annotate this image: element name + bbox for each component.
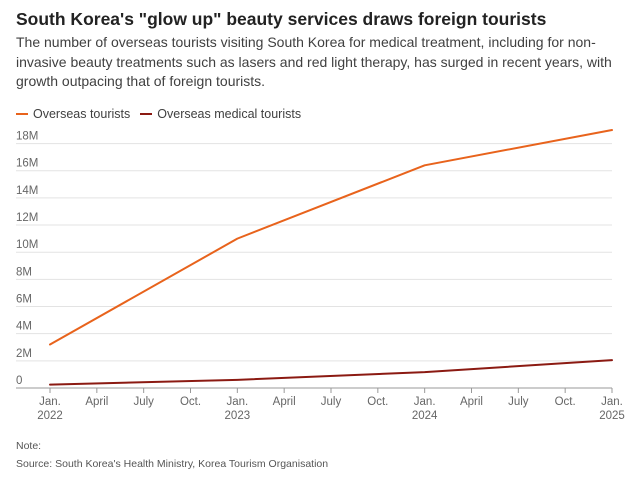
x-tick-label: July — [133, 396, 154, 408]
x-tick-label: Jan. — [226, 396, 248, 408]
x-tick-label: Oct. — [180, 396, 201, 408]
legend-item-overseas-tourists: Overseas tourists — [16, 107, 130, 121]
y-tick-label: 0 — [16, 375, 22, 387]
x-tick-label: April — [273, 396, 296, 408]
legend-label-overseas-medical-tourists: Overseas medical tourists — [157, 107, 302, 121]
x-tick-label: Jan. — [414, 396, 436, 408]
x-tick-label: Oct. — [555, 396, 576, 408]
x-tick-year-label: 2022 — [37, 410, 63, 422]
y-tick-label: 12M — [16, 212, 38, 224]
legend-label-overseas-tourists: Overseas tourists — [33, 107, 131, 121]
x-tick-label: April — [460, 396, 483, 408]
series-line-overseas-medical-tourists — [49, 359, 613, 386]
chart-note: Note: — [16, 440, 42, 452]
y-tick-label: 14M — [16, 185, 38, 197]
chart-subtitle: The number of overseas tourists visiting… — [16, 34, 612, 89]
y-tick-label: 8M — [16, 266, 32, 278]
x-tick-year-label: 2025 — [599, 410, 625, 422]
y-tick-label: 2M — [16, 348, 32, 360]
y-tick-label: 4M — [16, 321, 32, 333]
x-tick-label: Oct. — [367, 396, 388, 408]
grid-layer — [16, 143, 612, 362]
series-line-overseas-tourists — [49, 129, 613, 346]
x-tick-label: April — [85, 396, 108, 408]
x-tick-label: Jan. — [39, 396, 61, 408]
y-tick-label: 10M — [16, 239, 38, 251]
x-tick-label: July — [321, 396, 342, 408]
chart-source: Source: South Korea's Health Ministry, K… — [16, 458, 329, 470]
x-tick-label: Jan. — [601, 396, 623, 408]
x-tick-year-label: 2023 — [225, 410, 251, 422]
x-tick-label: July — [508, 396, 529, 408]
x-tick-year-label: 2024 — [412, 410, 438, 422]
legend-swatch-overseas-medical-tourists — [140, 113, 153, 115]
chart-legend: Overseas tourists Overseas medical touri… — [16, 106, 311, 122]
y-tick-label: 16M — [16, 158, 38, 170]
y-tick-label: 6M — [16, 294, 32, 306]
legend-item-overseas-medical-tourists: Overseas medical tourists — [140, 107, 301, 121]
series-layer — [49, 129, 613, 386]
y-tick-label: 18M — [16, 131, 38, 143]
chart-title: South Korea's "glow up" beauty services … — [16, 9, 547, 29]
axis-layer: 0 2M 4M 6M 8M 10M 12M 14M 16M 18M Jan. 2022 April Jul… — [16, 131, 625, 422]
legend-swatch-overseas-tourists — [16, 113, 28, 115]
